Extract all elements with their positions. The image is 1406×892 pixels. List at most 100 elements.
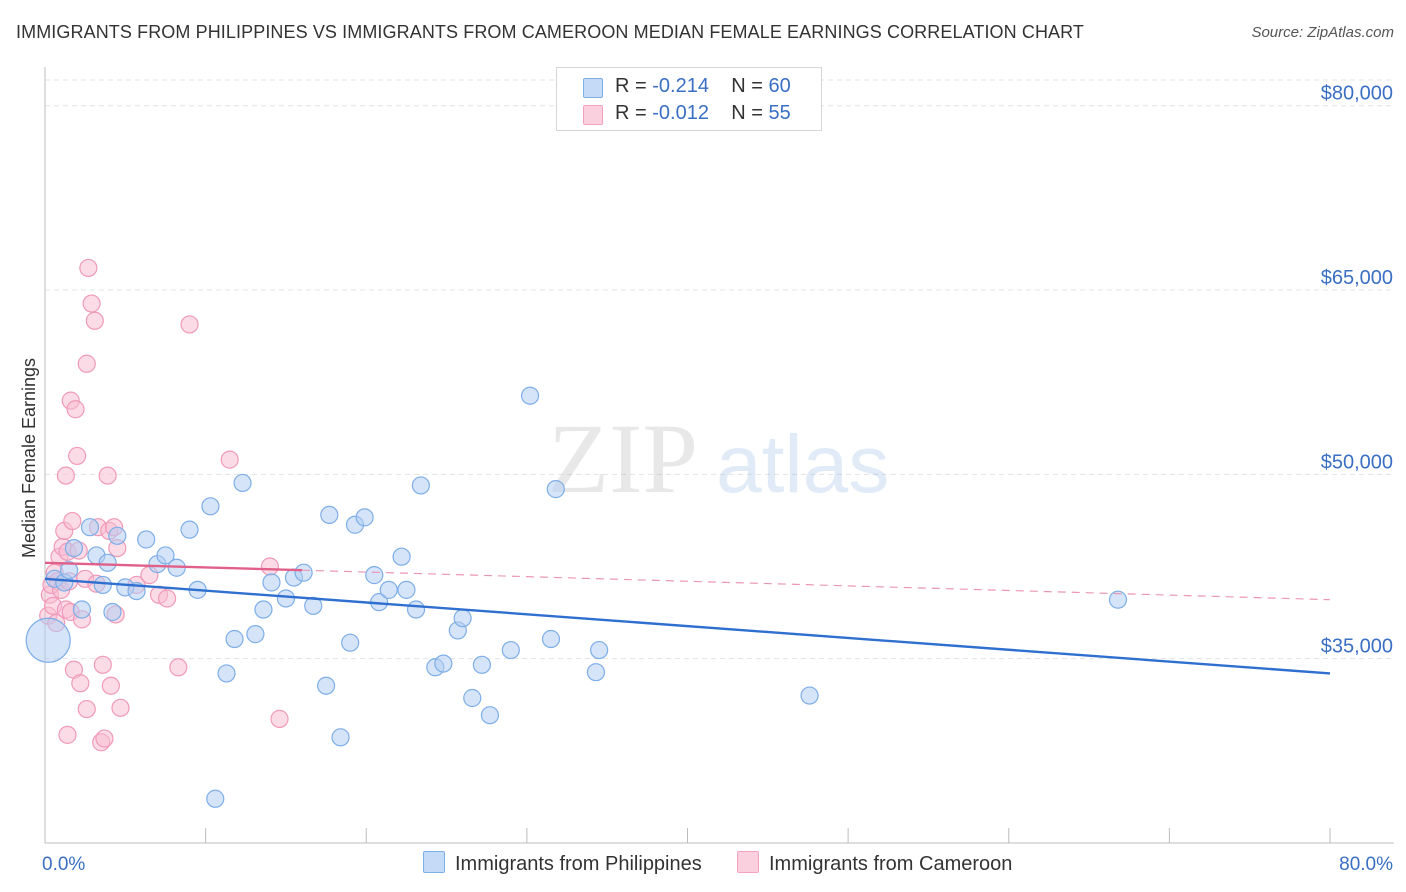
philippines-point	[1108, 590, 1128, 609]
philippines-point	[331, 728, 350, 747]
cameroon-point	[85, 311, 104, 330]
cameroon-point	[71, 674, 90, 693]
legend-r-label: R =	[615, 75, 647, 97]
philippines-point	[379, 580, 398, 599]
y-tick-label: $50,000	[1321, 451, 1393, 473]
y-tick-label: $65,000	[1321, 267, 1393, 289]
x-tick-min: 0.0%	[42, 854, 85, 875]
philippines-point	[103, 602, 122, 622]
cameroon-point	[68, 446, 87, 466]
philippines-point	[365, 566, 384, 585]
philippines-point	[225, 629, 244, 649]
bottom-legend-label: Immigrants from Cameroon	[769, 853, 1013, 875]
philippines-point	[397, 580, 416, 599]
y-axis-title: Median Female Earnings	[19, 358, 39, 558]
source-label: Source: ZipAtlas.com	[1251, 24, 1394, 41]
cameroon-swatch	[583, 105, 603, 125]
philippines-swatch	[583, 78, 603, 98]
legend-r-value: -0.214	[652, 75, 709, 97]
philippines-point	[233, 473, 252, 493]
philippines-point	[93, 575, 112, 595]
philippines-point	[254, 600, 273, 619]
philippines-point	[355, 508, 374, 527]
philippines-point	[463, 688, 482, 708]
cameroon-point	[58, 725, 77, 744]
philippines-point	[546, 480, 565, 499]
philippines-point	[590, 640, 609, 660]
philippines-point	[59, 561, 79, 580]
cameroon-point	[111, 698, 130, 717]
cameroon-trend-extension	[301, 569, 1331, 601]
y-tick-label: $80,000	[1321, 83, 1393, 105]
philippines-point	[411, 476, 430, 495]
philippines-trend-line	[44, 577, 1331, 675]
philippines-point	[246, 625, 265, 644]
legend-n-label: N =	[731, 75, 763, 97]
philippines-point	[201, 497, 220, 516]
watermark-atlas: atlas	[716, 419, 889, 510]
watermark: ZIP atlas	[548, 403, 889, 514]
watermark-zip: ZIP	[548, 403, 698, 514]
philippines-point	[320, 505, 339, 525]
cameroon-point	[260, 557, 279, 576]
cameroon-point	[79, 258, 98, 278]
philippines-point	[180, 520, 199, 539]
trend-lines	[44, 561, 1331, 675]
cameroon-points	[39, 258, 289, 752]
legend-n-value: 60	[768, 75, 791, 97]
cameroon-point	[157, 589, 177, 608]
philippines-point	[304, 596, 323, 615]
cameroon-trend-line	[44, 561, 303, 572]
cameroon-point	[98, 466, 117, 485]
cameroon-point	[169, 658, 188, 677]
philippines-point	[262, 573, 281, 592]
philippines-point	[541, 629, 561, 649]
philippines-swatch	[423, 851, 445, 873]
philippines-point	[294, 563, 313, 582]
legend-n-label: N =	[731, 102, 763, 124]
cameroon-point	[66, 400, 85, 419]
philippines-point	[392, 547, 411, 566]
philippines-point	[586, 663, 606, 682]
cameroon-point	[95, 729, 114, 748]
cameroon-swatch	[737, 851, 759, 873]
philippines-point	[137, 530, 156, 549]
philippines-point	[98, 553, 117, 572]
cameroon-point	[82, 294, 101, 313]
philippines-point	[206, 789, 225, 808]
cameroon-point	[180, 315, 199, 334]
philippines-point	[501, 640, 520, 660]
bottom-legend-philippines: Immigrants from Philippines	[423, 851, 702, 876]
philippines-point	[472, 655, 491, 674]
philippines-point	[406, 600, 426, 619]
philippines-point	[276, 589, 296, 608]
philippines-point	[72, 600, 92, 619]
legend-r-label: R =	[615, 102, 647, 124]
cameroon-point	[56, 466, 75, 485]
cameroon-point	[93, 655, 112, 674]
legend-r-value: -0.012	[652, 102, 709, 124]
philippines-point	[453, 609, 472, 628]
philippines-point	[800, 686, 819, 705]
philippines-point	[156, 546, 175, 565]
cameroon-point	[63, 511, 82, 531]
philippines-point	[316, 676, 336, 695]
philippines-point	[217, 664, 236, 683]
x-tick-max: 80.0%	[1339, 854, 1393, 875]
cameroon-point	[77, 354, 96, 373]
philippines-point	[434, 654, 453, 673]
philippines-point	[80, 518, 100, 537]
y-tick-label: $35,000	[1321, 636, 1393, 658]
cameroon-point	[77, 699, 96, 719]
chart-title: IMMIGRANTS FROM PHILIPPINES VS IMMIGRANT…	[16, 22, 1085, 42]
philippines-point	[108, 526, 127, 545]
philippines-point	[520, 386, 540, 405]
gridlines	[45, 79, 1394, 660]
philippines-point	[64, 538, 84, 558]
legend-n-value: 55	[768, 102, 791, 124]
cameroon-point	[270, 709, 289, 728]
philippines-points	[25, 386, 1128, 808]
philippines-point	[480, 706, 500, 725]
cameroon-point	[101, 676, 120, 695]
